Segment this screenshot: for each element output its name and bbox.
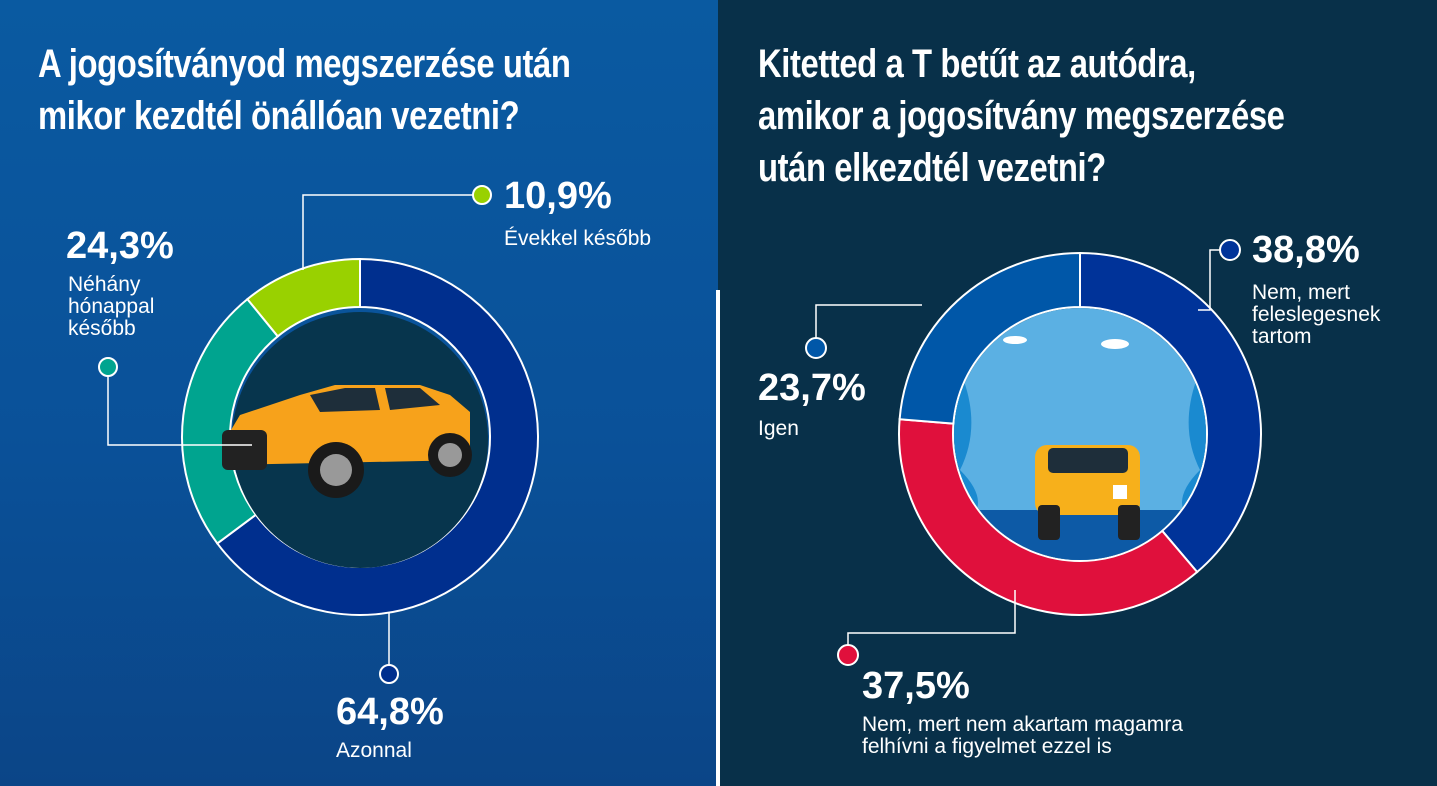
donut-slice <box>1079 251 1262 574</box>
data-label-value: 38,8% <box>1252 229 1360 271</box>
divider <box>716 290 720 786</box>
right-title: Kitetted a T betűt az autódra, amikor a … <box>758 38 1285 194</box>
road-illustration-right <box>954 308 1206 560</box>
label-line: tartom <box>1252 325 1312 348</box>
dot-a-left <box>379 664 399 684</box>
label-line: Nem, mert <box>1252 281 1351 304</box>
right-title-line: után elkezdtél vezetni? <box>758 146 1106 190</box>
data-label-text: Azonnal <box>336 739 412 762</box>
left-title-line: A jogosítványod megszerzése után <box>38 42 571 86</box>
data-label-value: 64,8% <box>336 691 444 733</box>
left-title: A jogosítványod megszerzése után mikor k… <box>38 38 571 142</box>
dot-a-right <box>1219 239 1241 261</box>
data-label-value: 23,7% <box>758 367 866 409</box>
donut-slice <box>215 257 539 616</box>
label-line: hónappal <box>68 295 155 318</box>
dot-c-right <box>805 337 827 359</box>
data-label-text: Nem, mert feleslegesnek tartom <box>1252 282 1380 348</box>
data-label-value: 24,3% <box>66 225 174 267</box>
data-label-value: 37,5% <box>862 665 970 707</box>
dot-b-left <box>98 357 118 377</box>
right-title-line: Kitetted a T betűt az autódra, <box>758 42 1196 86</box>
donut-slice <box>245 257 361 338</box>
dot-c-left <box>472 185 492 205</box>
label-line: később <box>68 317 136 340</box>
donut-left <box>181 257 539 616</box>
left-title-line: mikor kezdtél önállóan vezetni? <box>38 94 520 138</box>
label-line: Nem, mert nem akartam magamra <box>862 713 1183 736</box>
car-illustration-left <box>222 312 488 568</box>
data-label-value: 10,9% <box>504 175 612 217</box>
label-line: feleslegesnek <box>1252 303 1381 326</box>
leader-dots <box>98 185 1241 684</box>
donut-right <box>898 251 1262 616</box>
label-line: felhívni a figyelmet ezzel is <box>862 735 1112 758</box>
data-label-text: Nem, mert nem akartam magamra felhívni a… <box>862 714 1183 758</box>
data-label-text: Néhány hónappal később <box>68 274 154 340</box>
donut-slice <box>898 251 1081 425</box>
data-label-text: Igen <box>758 417 799 440</box>
data-label-text: Évekkel később <box>504 227 652 250</box>
label-line: Néhány <box>68 273 141 296</box>
right-title-line: amikor a jogosítvány megszerzése <box>758 94 1285 138</box>
dot-b-right <box>837 644 859 666</box>
donut-slice <box>898 418 1199 616</box>
